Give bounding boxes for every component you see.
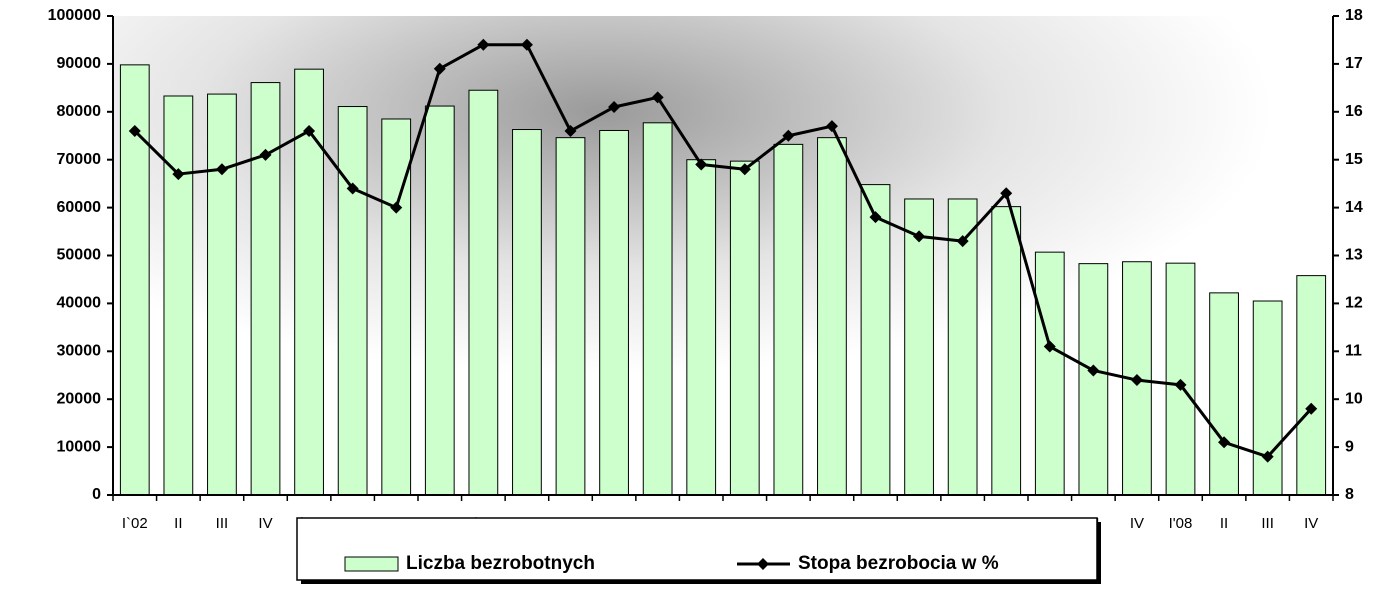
- y-tick-label: 80000: [57, 103, 102, 120]
- y-tick-label: 0: [92, 486, 101, 503]
- marker: [1043, 340, 1056, 353]
- y-tick-label: 90000: [57, 55, 102, 72]
- y2-tick-label: 13: [1345, 247, 1363, 264]
- y2-tick-label: 17: [1345, 55, 1363, 72]
- legend: [296, 517, 1098, 581]
- y2-tick-label: 11: [1345, 343, 1362, 360]
- y2-tick-label: 9: [1345, 438, 1354, 455]
- y-tick-label: 40000: [57, 295, 102, 312]
- x-tick-label: II: [174, 515, 182, 532]
- marker: [215, 163, 228, 176]
- x-tick-label: I'08: [1169, 515, 1193, 532]
- bar: [512, 129, 542, 496]
- marker: [390, 201, 403, 214]
- bar: [599, 129, 629, 496]
- x-tick-label: IV: [1304, 515, 1318, 532]
- marker: [1087, 364, 1100, 377]
- y2-tick-label: 14: [1345, 199, 1363, 216]
- bar: [947, 198, 978, 496]
- marker: [477, 38, 490, 51]
- bar: [207, 93, 237, 496]
- bar: [1078, 263, 1109, 496]
- marker: [172, 168, 185, 181]
- bar: [555, 137, 586, 496]
- bar: [1252, 300, 1283, 496]
- marker: [956, 235, 969, 248]
- y2-tick-label: 12: [1345, 295, 1363, 312]
- y-tick-label: 50000: [57, 247, 102, 264]
- y2-tick-label: 8: [1345, 486, 1354, 503]
- legend-swatch: [344, 556, 399, 572]
- marker: [782, 129, 795, 142]
- marker: [564, 124, 577, 137]
- x-tick-label: IV: [258, 515, 272, 532]
- marker: [433, 62, 446, 75]
- marker: [695, 158, 708, 171]
- y-tick-label: 30000: [57, 343, 102, 360]
- bar: [468, 89, 499, 496]
- y-tick-label: 60000: [57, 199, 102, 216]
- y2-tick-label: 16: [1345, 103, 1363, 120]
- marker: [1130, 374, 1143, 387]
- y-tick-label: 100000: [48, 7, 101, 24]
- y2-tick-label: 15: [1345, 151, 1363, 168]
- y-tick-label: 70000: [57, 151, 102, 168]
- marker: [128, 124, 141, 137]
- marker: [738, 163, 751, 176]
- y2-tick-label: 18: [1345, 7, 1363, 24]
- marker: [1218, 436, 1231, 449]
- x-tick-label: III: [216, 515, 229, 532]
- legend-label: Stopa bezrobocia w %: [798, 553, 999, 574]
- marker: [1261, 450, 1274, 463]
- y-tick-label: 10000: [57, 438, 102, 455]
- bar: [250, 82, 281, 496]
- x-tick-label: III: [1261, 515, 1274, 532]
- x-tick-label: I`02: [122, 515, 148, 532]
- bar: [642, 122, 673, 496]
- bar: [1296, 275, 1327, 496]
- y2-tick-label: 10: [1345, 390, 1363, 407]
- legend-marker: [757, 558, 769, 570]
- marker: [346, 182, 359, 195]
- bar: [991, 206, 1022, 496]
- marker: [1000, 187, 1013, 200]
- marker: [608, 101, 621, 114]
- y-tick-label: 20000: [57, 390, 102, 407]
- x-tick-label: IV: [1130, 515, 1144, 532]
- bar: [337, 106, 368, 496]
- bar: [424, 105, 455, 496]
- bar: [904, 198, 934, 496]
- bar: [1034, 251, 1065, 496]
- bar: [773, 143, 804, 496]
- bar: [686, 159, 717, 496]
- marker: [913, 230, 926, 243]
- marker: [1305, 402, 1318, 415]
- marker: [869, 211, 882, 224]
- marker: [825, 120, 838, 133]
- line: [133, 43, 1313, 459]
- legend-label: Liczba bezrobotnych: [406, 553, 595, 574]
- marker: [259, 148, 272, 161]
- bar: [860, 184, 891, 496]
- bar: [817, 137, 847, 496]
- marker: [651, 91, 664, 104]
- bar: [729, 160, 760, 496]
- x-tick-label: II: [1220, 515, 1228, 532]
- bar: [1209, 292, 1239, 496]
- marker: [303, 124, 316, 137]
- marker: [520, 38, 533, 51]
- marker: [1174, 378, 1187, 391]
- bar: [163, 95, 194, 496]
